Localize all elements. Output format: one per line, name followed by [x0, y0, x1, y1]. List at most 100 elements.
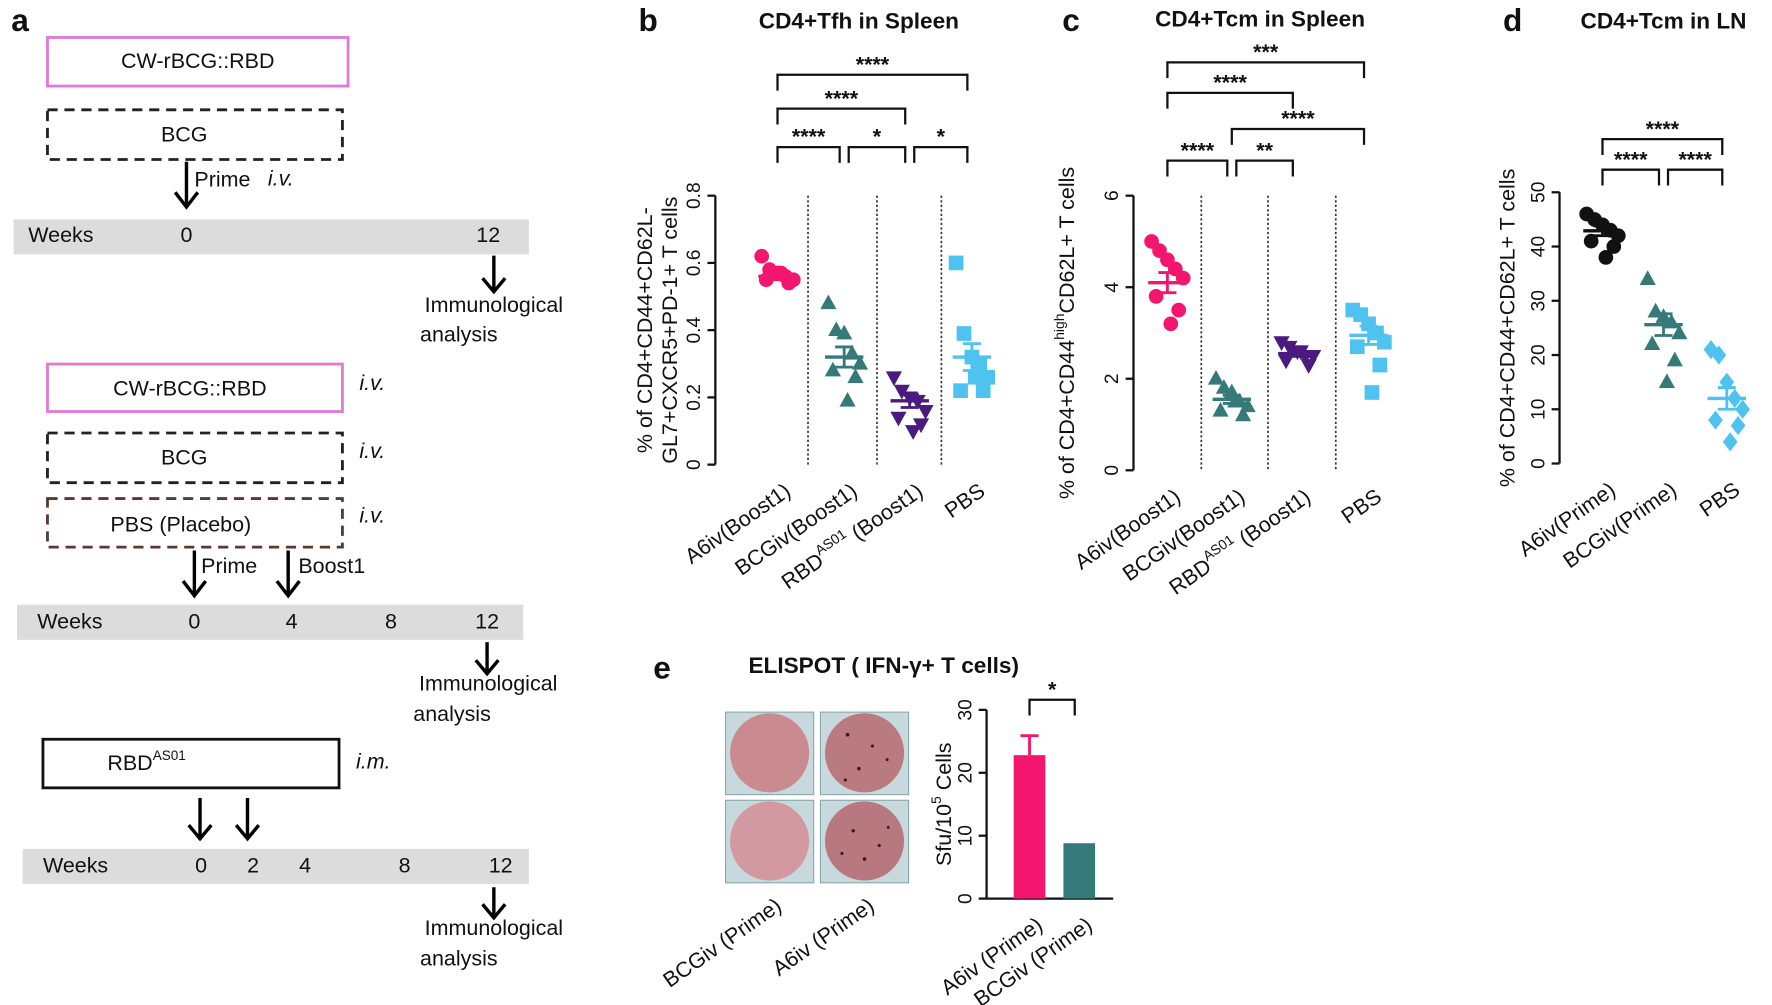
- point: [1163, 316, 1179, 332]
- significance-bracket: [913, 145, 969, 163]
- significance-label: ****: [1181, 138, 1215, 162]
- image-label: BCGiv (Prime): [659, 893, 786, 992]
- y-axis-label: % of CD4+CD44+CD62L+ T cells: [1495, 169, 1519, 487]
- significance-bracket: [1028, 698, 1076, 716]
- week: 0: [195, 854, 207, 878]
- y-tick-label: 6: [1102, 190, 1123, 201]
- week: 0: [180, 223, 192, 247]
- dose-label: Prime: [194, 168, 250, 192]
- significance-label: ****: [792, 125, 826, 149]
- schematic: a CW-rBCG::RBD BCG Prime i.v. Weeks 0 12…: [11, 2, 563, 970]
- error-bar: [1288, 349, 1307, 358]
- point: [912, 418, 930, 434]
- point: [1300, 359, 1317, 374]
- y-tick-label: 20: [955, 762, 976, 783]
- label-part: % of CD4+CD44: [1055, 340, 1079, 499]
- readout: Immunological: [425, 916, 563, 940]
- chart-title: CD4+Tcm in LN: [1581, 9, 1747, 34]
- point: [1148, 289, 1164, 304]
- significance-bracket: [776, 73, 969, 91]
- timeline-label: Weeks: [43, 854, 108, 878]
- point: [1171, 302, 1187, 318]
- point: [820, 294, 837, 310]
- box-label: BCG: [161, 122, 208, 146]
- y-tick-label: 0: [684, 459, 705, 470]
- error-bar: [1359, 324, 1378, 346]
- significance-label: ****: [1646, 117, 1680, 141]
- x-tick-label: PBS: [1337, 484, 1386, 528]
- significance-label: ****: [1213, 70, 1247, 94]
- point: [1377, 334, 1392, 350]
- elispot-wells: [724, 711, 910, 884]
- error-bar: [1222, 393, 1241, 405]
- route: i.m.: [356, 750, 391, 774]
- panel-letter: a: [11, 2, 29, 38]
- point: [890, 411, 907, 427]
- week: 12: [476, 223, 500, 247]
- significance-label: ****: [856, 52, 890, 76]
- point: [1730, 415, 1746, 436]
- point: [1666, 351, 1683, 367]
- error-bar: [1593, 224, 1612, 238]
- box: [46, 431, 344, 485]
- y-axis-label: % of CD4+CD44highCD62L+ T cells: [1051, 167, 1079, 499]
- point: [1207, 369, 1225, 385]
- y-tick-label: 30: [1528, 290, 1549, 311]
- point: [1708, 410, 1723, 430]
- point: [1215, 379, 1232, 394]
- week: 8: [385, 610, 397, 634]
- point: [1722, 432, 1738, 452]
- y-tick-label: 0.2: [684, 384, 705, 411]
- y-tick-label: 20: [1528, 344, 1549, 365]
- y-tick-label: 0.8: [684, 182, 705, 209]
- box-label: RBDAS01: [107, 748, 185, 775]
- label-part: CD62L+ T cells: [1055, 167, 1079, 314]
- significance-label: ***: [1253, 40, 1279, 64]
- point: [1364, 385, 1380, 400]
- y-tick-label: 0: [1528, 458, 1549, 469]
- error-bar: [1020, 734, 1039, 756]
- well-spot: [824, 801, 905, 881]
- box: [41, 737, 341, 790]
- panel-letter: e: [653, 650, 671, 686]
- y-axis-label: Sfu/105 Cells: [927, 742, 955, 866]
- error-bar: [900, 392, 919, 409]
- point: [1372, 357, 1388, 373]
- point: [1639, 270, 1656, 285]
- error-bar: [962, 342, 981, 372]
- point: [972, 356, 988, 372]
- y-tick-label: 10: [1528, 399, 1549, 420]
- point: [905, 425, 922, 440]
- point: [1281, 340, 1298, 356]
- image-label: A6iv (Prime): [768, 893, 879, 980]
- point: [948, 255, 964, 271]
- y-tick-label: 2: [1102, 373, 1123, 384]
- y-tick-label: 0: [1102, 465, 1123, 476]
- label-part: RBD: [107, 751, 152, 775]
- y-tick-label: 30: [955, 699, 976, 720]
- point: [847, 368, 864, 384]
- point: [885, 371, 902, 387]
- significance-label: ****: [1614, 147, 1648, 171]
- panel-letter: b: [639, 2, 658, 38]
- point: [754, 248, 770, 264]
- error-bar: [1717, 386, 1736, 411]
- route: i.v.: [268, 167, 294, 191]
- arrow: [474, 642, 500, 677]
- arrow: [481, 887, 507, 921]
- point: [1644, 335, 1661, 351]
- error-bar: [1158, 271, 1177, 295]
- significance-bracket: [1166, 159, 1229, 177]
- significance-bracket: [1601, 168, 1661, 186]
- week: 4: [286, 610, 298, 634]
- label-part: Sfu/10: [931, 804, 955, 866]
- point: [851, 354, 869, 370]
- week: 2: [247, 854, 259, 878]
- point: [980, 369, 996, 385]
- significance-bracket: [776, 145, 841, 163]
- point: [893, 384, 910, 400]
- arrow: [181, 550, 301, 599]
- box-label: PBS (Placebo): [110, 512, 251, 536]
- significance-bracket: [776, 107, 907, 125]
